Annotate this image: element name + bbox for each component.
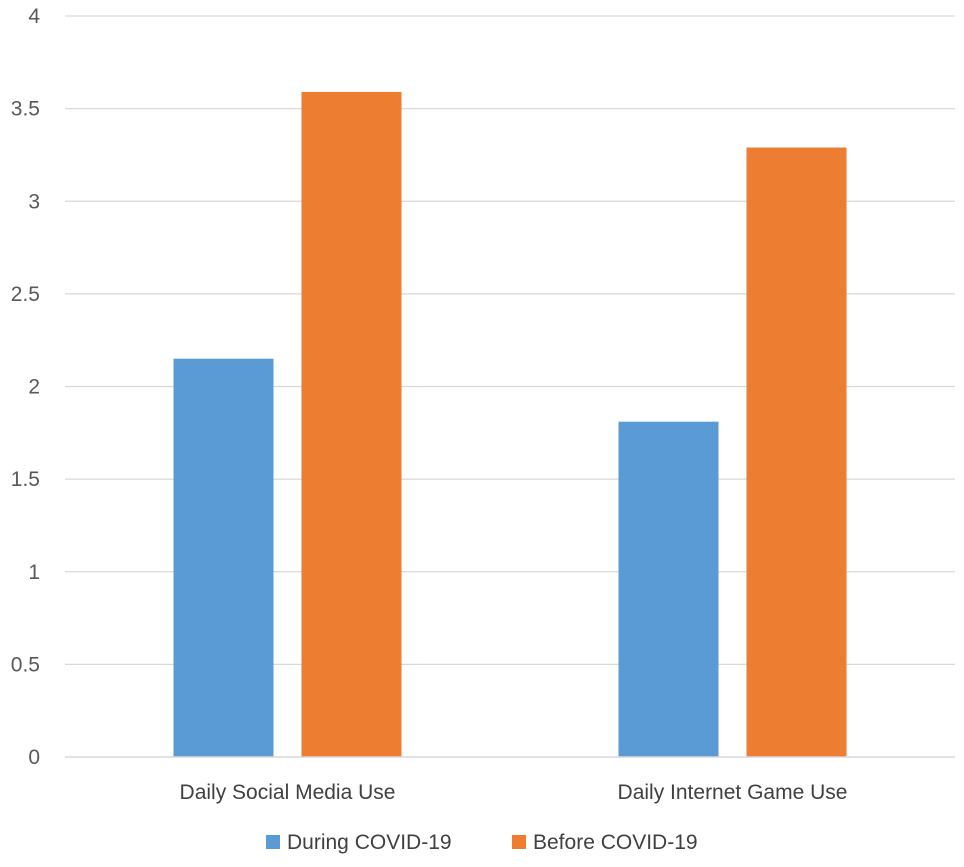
y-tick-label: 2 [28,376,40,399]
bar-during-covid [618,421,719,757]
legend: During COVID-19 Before COVID-19 [266,831,698,854]
bars [173,91,847,758]
legend-label: Before COVID-19 [533,831,698,854]
y-axis: 0 0.5 1 1.5 2 2.5 3 3.5 4 [11,5,41,769]
y-tick-label: 0 [28,746,40,769]
legend-label: During COVID-19 [287,831,452,854]
legend-swatch [266,835,280,849]
y-tick-label: 4 [28,5,40,28]
x-axis: Daily Social Media Use Daily Internet Gam… [180,781,848,804]
y-tick-label: 0.5 [11,653,40,676]
x-category-label: Daily Internet Game Use [618,781,848,804]
y-tick-label: 1.5 [11,468,40,491]
bar-during-covid [173,358,274,757]
y-tick-label: 1 [28,561,40,584]
y-tick-label: 2.5 [11,283,40,306]
x-category-label: Daily Social Media Use [180,781,396,804]
bar-before-covid [301,91,402,757]
y-tick-label: 3.5 [11,98,40,121]
bar-before-covid [746,147,847,758]
legend-swatch [512,835,526,849]
y-tick-label: 3 [28,190,40,213]
